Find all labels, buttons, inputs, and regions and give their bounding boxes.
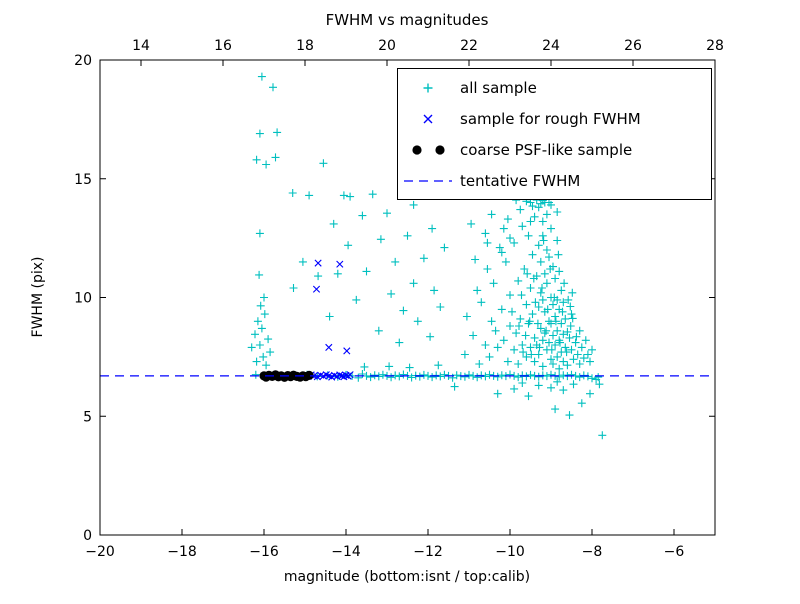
legend-box (397, 68, 712, 200)
svg-text:−10: −10 (495, 544, 525, 560)
legend-label-all-sample: all sample (460, 79, 537, 97)
svg-text:16: 16 (214, 38, 232, 54)
svg-text:28: 28 (706, 38, 724, 54)
svg-text:22: 22 (460, 38, 478, 54)
tick-labels-layer: −20 −18 −16 −14 −12 −10 −8 −6 14 16 18 20 22 24 26 28 0 5… (74, 38, 724, 560)
svg-text:−20: −20 (85, 544, 115, 560)
legend-dot-marker-icon (435, 145, 445, 155)
svg-text:18: 18 (296, 38, 314, 54)
svg-text:−8: −8 (582, 544, 603, 560)
svg-text:−12: −12 (413, 544, 443, 560)
svg-text:5: 5 (83, 409, 92, 425)
x-axis-label: magnitude (bottom:isnt / top:calib) (284, 569, 530, 585)
legend-plus-marker-icon (423, 83, 433, 93)
legend-label-coarse-psf: coarse PSF-like sample (460, 141, 632, 159)
legend-label-tentative-fwhm: tentative FWHM (460, 172, 580, 190)
svg-text:14: 14 (132, 38, 150, 54)
svg-text:−6: −6 (664, 544, 685, 560)
svg-text:24: 24 (542, 38, 560, 54)
legend-dot-marker-icon (412, 145, 422, 155)
svg-text:20: 20 (378, 38, 396, 54)
svg-text:−14: −14 (331, 544, 361, 560)
svg-text:−16: −16 (249, 544, 279, 560)
svg-text:26: 26 (624, 38, 642, 54)
svg-text:15: 15 (74, 172, 92, 188)
svg-text:10: 10 (74, 291, 92, 307)
y-axis-label: FWHM (pix) (30, 257, 46, 338)
axes-box (99, 59, 716, 536)
series-layer (100, 72, 715, 440)
legend-x-marker-icon (423, 114, 433, 124)
svg-text:20: 20 (74, 53, 92, 69)
legend-label-rough-fwhm: sample for rough FWHM (460, 110, 641, 128)
legend: all sample sample for rough FWHM coarse … (397, 68, 712, 200)
svg-text:0: 0 (83, 528, 92, 544)
plot-title: FWHM vs magnitudes (326, 11, 489, 29)
svg-text:−18: −18 (167, 544, 197, 560)
